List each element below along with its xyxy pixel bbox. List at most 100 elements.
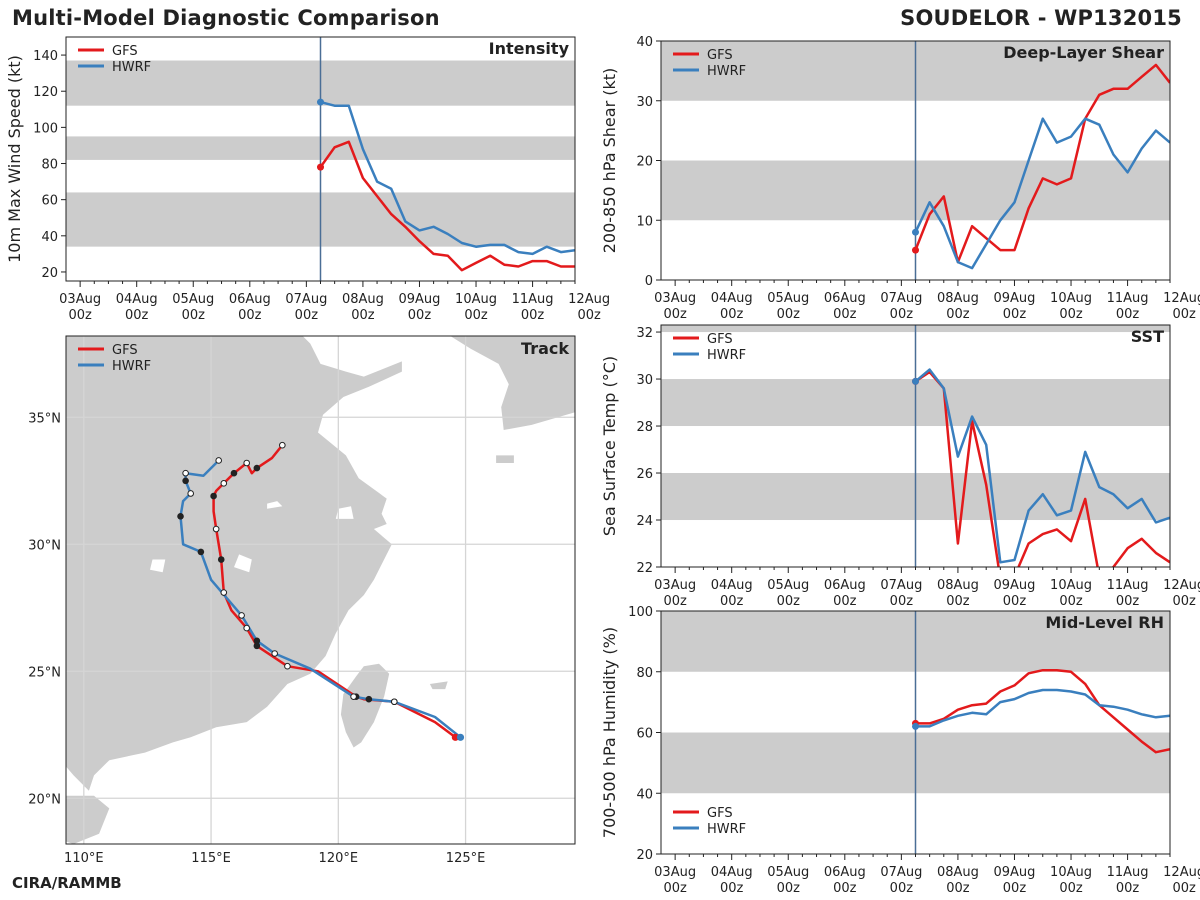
- rh-xtick-label-date-0: 03Aug: [654, 865, 696, 880]
- track-xtick-label-0: 110°E: [64, 851, 104, 866]
- shear-legend-label-gfs: GFS: [707, 48, 733, 63]
- rh-ytick-label-0: 20: [636, 848, 653, 863]
- rh-xtick-label-hour-4: 00z: [890, 881, 914, 896]
- track-frame: [65, 335, 576, 845]
- rh-xtick-label-date-4: 07Aug: [880, 865, 922, 880]
- intensity-gfs-line: [319, 140, 575, 272]
- track-hwrf-halfday-marker: [350, 693, 357, 700]
- lake-0: [234, 554, 252, 573]
- sst-ytick-label-3: 28: [636, 420, 653, 435]
- track-xtick-label-1: 115°E: [191, 851, 231, 866]
- sst-xtick-label-date-0: 03Aug: [654, 578, 696, 593]
- main-title: Multi-Model Diagnostic Comparison: [12, 6, 440, 30]
- intensity-ylabel: 10m Max Wind Speed (kt): [5, 55, 24, 263]
- intensity-xtick-label-hour-5: 00z: [351, 308, 375, 323]
- shear-title: Deep-Layer Shear: [1003, 43, 1164, 62]
- intensity-xtick-label-hour-0: 00z: [68, 308, 92, 323]
- sst-xtick-label-date-3: 06Aug: [824, 578, 866, 593]
- track-ytick-label-1: 25°N: [28, 665, 61, 680]
- sst-xtick-label-hour-1: 00z: [720, 594, 744, 609]
- intensity-xtick-label-hour-3: 00z: [238, 308, 262, 323]
- intensity-xtick-label-hour-2: 00z: [182, 308, 206, 323]
- sst-xtick-label-hour-0: 00z: [663, 594, 687, 609]
- shear-hwrf-init-point: [912, 228, 919, 236]
- intensity-xtick-label-date-3: 06Aug: [229, 292, 271, 307]
- intensity-xtick-label-date-2: 05Aug: [172, 292, 214, 307]
- sst-ytick-label-1: 24: [636, 514, 653, 529]
- track-hwrf-halfday-marker: [187, 490, 195, 497]
- intensity-legend-label-gfs: GFS: [112, 44, 138, 59]
- intensity-ytick-label-3: 80: [41, 158, 58, 173]
- intensity-xtick-label-date-4: 07Aug: [285, 292, 327, 307]
- track-ytick-label-2: 30°N: [28, 538, 61, 553]
- track-gfs-init-point: [451, 733, 459, 741]
- sst-xtick-label-hour-2: 00z: [777, 594, 801, 609]
- shear-ytick-label-0: 0: [645, 274, 653, 289]
- shear-xtick-label-hour-3: 00z: [833, 307, 857, 322]
- panel-rh: 2040608010003Aug00z04Aug00z05Aug00z06Aug…: [600, 605, 1200, 896]
- sst-xtick-label-hour-9: 00z: [1172, 594, 1196, 609]
- intensity-legend-label-hwrf: HWRF: [112, 60, 151, 75]
- intensity-xtick-label-date-5: 08Aug: [342, 292, 384, 307]
- track-hwrf-halfday-marker: [215, 457, 222, 464]
- sst-gfs-line: [914, 370, 1170, 567]
- shear-xtick-label-date-1: 04Aug: [711, 291, 753, 306]
- sst-legend-label-gfs: GFS: [707, 332, 733, 347]
- intensity-ytick-label-5: 120: [33, 85, 58, 100]
- intensity-xtick-label-hour-4: 00z: [295, 308, 319, 323]
- rh-xtick-label-hour-3: 00z: [833, 881, 857, 896]
- sst-xtick-label-date-1: 04Aug: [711, 578, 753, 593]
- track-gfs-halfday-marker: [243, 459, 250, 467]
- shear-hwrf-line: [914, 117, 1170, 270]
- land-jeju: [496, 455, 514, 463]
- storm-id: SOUDELOR - WP132015: [900, 6, 1182, 30]
- sst-hwrf-init-point: [912, 377, 919, 385]
- shear-xtick-label-date-3: 06Aug: [824, 291, 866, 306]
- rh-xtick-label-date-6: 09Aug: [994, 865, 1036, 880]
- land-ryukyu: [429, 681, 448, 690]
- sst-xtick-label-date-9: 12Aug: [1163, 578, 1200, 593]
- track-hwrf-halfday-marker: [182, 469, 189, 477]
- rh-xtick-label-hour-0: 00z: [663, 881, 687, 896]
- shear-xtick-label-date-7: 10Aug: [1050, 291, 1092, 306]
- track-legend-label-gfs: GFS: [112, 343, 138, 358]
- rh-hwrf-line: [915, 688, 1170, 728]
- sst-xtick-label-hour-5: 00z: [946, 594, 970, 609]
- track-hwrf-day-marker: [253, 637, 261, 645]
- intensity-ytick-label-1: 40: [41, 230, 58, 245]
- track-hwrf-day-marker: [365, 695, 373, 703]
- rh-xtick-label-date-7: 10Aug: [1050, 865, 1092, 880]
- sst-ytick-label-0: 22: [636, 561, 653, 576]
- shear-xtick-label-hour-4: 00z: [890, 307, 914, 322]
- rh-xtick-label-date-8: 11Aug: [1107, 865, 1149, 880]
- shear-xtick-label-hour-0: 00z: [663, 307, 687, 322]
- track-gfs-halfday-marker: [284, 662, 291, 670]
- sst-ylabel: Sea Surface Temp (°C): [600, 356, 619, 536]
- rh-title: Mid-Level RH: [1045, 613, 1164, 632]
- rh-xtick-label-hour-2: 00z: [777, 881, 801, 896]
- shear-ytick-label-1: 10: [636, 214, 653, 229]
- lake-2: [335, 506, 354, 519]
- sst-xtick-label-hour-8: 00z: [1116, 594, 1140, 609]
- rh-ylabel: 700-500 hPa Humidity (%): [600, 627, 619, 838]
- intensity-xtick-label-date-0: 03Aug: [59, 292, 101, 307]
- track-map-area: [66, 336, 575, 844]
- rh-xtick-label-date-3: 06Aug: [824, 865, 866, 880]
- sst-xtick-label-hour-7: 00z: [1059, 594, 1083, 609]
- track-xtick-label-2: 120°E: [319, 851, 359, 866]
- track-hwrf-day-marker: [182, 477, 189, 485]
- shear-ytick-label-4: 40: [636, 35, 653, 50]
- track-gfs-day-marker: [210, 492, 217, 500]
- sst-xtick-label-hour-4: 00z: [890, 594, 914, 609]
- rh-xtick-label-date-1: 04Aug: [711, 865, 753, 880]
- rh-legend-label-hwrf: HWRF: [707, 822, 746, 837]
- sst-legend-label-hwrf: HWRF: [707, 348, 746, 363]
- sst-ytick-label-2: 26: [636, 467, 653, 482]
- rh-ytick-label-1: 40: [636, 787, 653, 802]
- panel-intensity: 2040608010012014003Aug00z04Aug00z05Aug00…: [5, 36, 610, 323]
- shear-ytick-label-2: 20: [636, 155, 653, 170]
- intensity-ytick-label-2: 60: [41, 194, 58, 209]
- sst-xtick-label-date-4: 07Aug: [880, 578, 922, 593]
- intensity-xtick-label-hour-7: 00z: [464, 308, 488, 323]
- shear-gfs-init-point: [912, 246, 919, 254]
